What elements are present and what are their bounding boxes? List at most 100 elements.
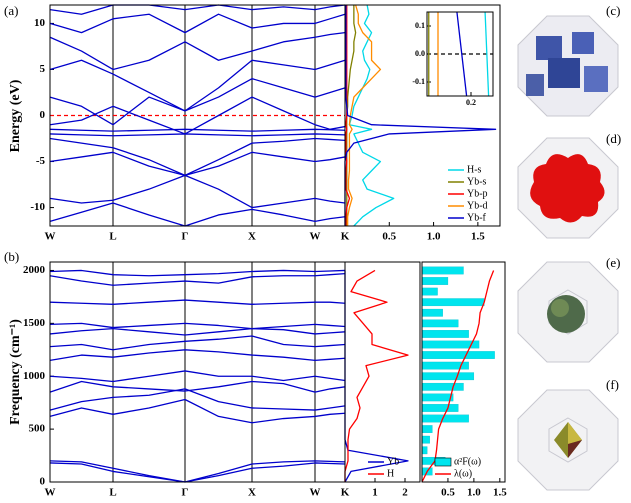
spectral-bar bbox=[421, 425, 433, 433]
band-line bbox=[49, 133, 346, 137]
y-tick-label: -0.1 bbox=[412, 77, 425, 86]
band-line bbox=[484, 11, 490, 97]
band-line bbox=[49, 299, 346, 305]
surface-sheet bbox=[584, 66, 608, 92]
band-line bbox=[49, 78, 346, 126]
brillouin-zone-face bbox=[548, 289, 588, 335]
x-tick-label: 0.2 bbox=[466, 98, 476, 107]
band-line bbox=[49, 269, 346, 277]
x-tick-label: L bbox=[109, 487, 116, 499]
surface-facet bbox=[568, 440, 582, 458]
fermi-surface-e: (e) bbox=[517, 255, 620, 363]
y-tick-label: 0.1 bbox=[415, 21, 425, 30]
legend-label: H bbox=[387, 468, 394, 479]
x-tick-label: W bbox=[45, 487, 56, 499]
spectral-bar bbox=[421, 446, 428, 455]
band-line bbox=[49, 335, 346, 351]
legend-swatch bbox=[434, 457, 452, 467]
band-line bbox=[49, 460, 346, 483]
x-tick-label: K bbox=[341, 487, 350, 499]
band-line bbox=[49, 388, 346, 411]
panel-label: (c) bbox=[606, 3, 620, 18]
plot-frame bbox=[49, 261, 346, 483]
legend-label: H-s bbox=[467, 164, 482, 175]
spectral-bar bbox=[421, 266, 464, 275]
surface-sheet bbox=[572, 32, 594, 54]
plot-frame bbox=[426, 11, 494, 97]
band-line bbox=[49, 380, 346, 393]
y-tick-label: 10 bbox=[34, 17, 46, 29]
spectral-bar bbox=[421, 287, 438, 296]
band-line bbox=[49, 4, 346, 15]
band-line bbox=[456, 11, 468, 97]
spectral-bar bbox=[421, 351, 495, 359]
panel-label: (d) bbox=[606, 131, 621, 146]
y-tick-label: 500 bbox=[29, 423, 46, 435]
y-tick-label: 2000 bbox=[23, 264, 46, 276]
x-tick-label: 1.5 bbox=[493, 487, 507, 499]
brillouin-zone-face bbox=[548, 417, 588, 463]
band-line bbox=[49, 137, 346, 176]
x-tick-label: L bbox=[109, 231, 116, 243]
legend-label: Yb-p bbox=[467, 188, 488, 199]
band-line bbox=[49, 96, 346, 135]
x-tick-label: X bbox=[248, 231, 256, 243]
band-line bbox=[49, 174, 346, 209]
dos-curve bbox=[348, 4, 395, 227]
y-tick-label: 1000 bbox=[23, 370, 46, 382]
dos-curve bbox=[347, 4, 382, 226]
x-tick-label: 1.0 bbox=[467, 487, 481, 499]
fermi-surface-c: (c) bbox=[517, 3, 620, 117]
spectral-bar bbox=[421, 298, 485, 307]
y-tick-label: 0 bbox=[40, 476, 46, 488]
x-tick-label: 1.5 bbox=[471, 231, 485, 243]
x-tick-label: W bbox=[310, 231, 321, 243]
spectral-bar bbox=[421, 372, 475, 381]
y-axis-label: Energy (eV) bbox=[8, 79, 23, 152]
panel-label: (f) bbox=[606, 377, 619, 392]
legend-label: λ(ω) bbox=[454, 468, 472, 479]
plot-frame bbox=[344, 261, 421, 483]
band-line bbox=[49, 202, 346, 227]
band-line bbox=[49, 370, 346, 383]
plot-frame bbox=[421, 261, 506, 483]
fermi-surface-d: (d) bbox=[517, 131, 621, 239]
band-line bbox=[49, 151, 346, 176]
x-tick-label: 1.0 bbox=[427, 231, 441, 243]
spectral-bar bbox=[421, 382, 464, 391]
spectral-bar bbox=[421, 319, 459, 328]
spectral-bar bbox=[421, 393, 454, 402]
y-tick-label: -5 bbox=[36, 155, 46, 167]
band-line bbox=[49, 59, 346, 112]
plot-frame bbox=[344, 4, 501, 227]
dos-curve bbox=[421, 270, 495, 483]
surface-sheet bbox=[536, 36, 562, 60]
y-axis-label: Frequency (cm⁻¹) bbox=[8, 319, 23, 425]
fermi-surface-f: (f) bbox=[517, 377, 619, 491]
x-tick-label: X bbox=[248, 487, 256, 499]
spectral-bar bbox=[421, 404, 459, 412]
surface-sheet bbox=[526, 74, 544, 96]
spectral-bar bbox=[421, 277, 449, 285]
band-line bbox=[49, 322, 346, 330]
x-tick-label: W bbox=[310, 487, 321, 499]
band-line bbox=[49, 272, 346, 286]
x-tick-label: 0.5 bbox=[441, 487, 455, 499]
band-line bbox=[49, 349, 346, 362]
y-tick-label: 5 bbox=[40, 63, 46, 75]
band-line bbox=[49, 398, 346, 424]
panel-label: (a) bbox=[4, 3, 18, 18]
band-line bbox=[49, 327, 346, 336]
x-tick-label: 2 bbox=[402, 487, 408, 499]
legend-label: Yb-d bbox=[467, 200, 488, 211]
surface-sheet bbox=[548, 58, 580, 88]
x-tick-label: 0.5 bbox=[382, 231, 396, 243]
x-tick-label: Γ bbox=[182, 231, 189, 243]
surface-highlight bbox=[551, 299, 569, 317]
band-line bbox=[49, 128, 346, 132]
spectral-bar bbox=[421, 414, 469, 423]
y-tick-label: 0 bbox=[40, 109, 46, 121]
spectral-bar bbox=[421, 308, 443, 317]
x-tick-label: W bbox=[45, 231, 56, 243]
